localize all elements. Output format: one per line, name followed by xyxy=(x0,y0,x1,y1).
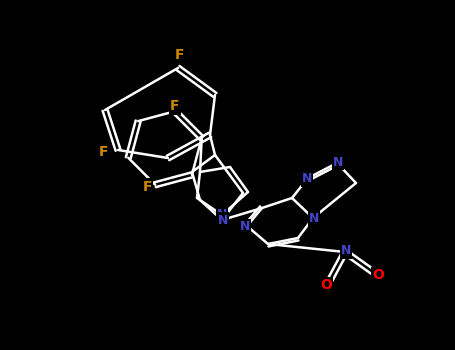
Text: F: F xyxy=(142,180,152,194)
Text: O: O xyxy=(320,278,332,292)
Text: N: N xyxy=(341,245,351,258)
Text: N: N xyxy=(309,212,319,225)
Text: N: N xyxy=(217,209,227,222)
Text: N: N xyxy=(333,155,343,168)
Text: F: F xyxy=(175,48,185,62)
Text: N: N xyxy=(240,220,250,233)
Text: N: N xyxy=(302,173,312,186)
Text: O: O xyxy=(372,268,384,282)
Text: F: F xyxy=(170,99,180,113)
Text: F: F xyxy=(98,145,108,159)
Text: N: N xyxy=(218,214,228,226)
